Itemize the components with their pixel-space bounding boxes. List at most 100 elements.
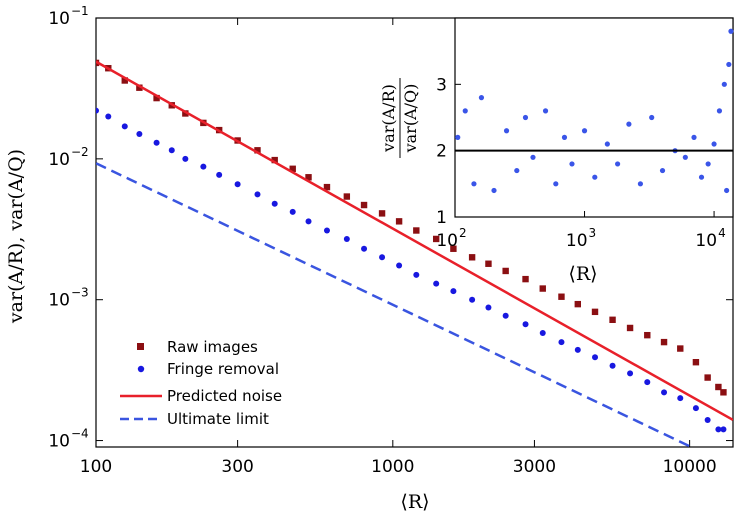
inset-ratio-point (626, 121, 632, 127)
raw-images-point (413, 227, 420, 234)
legend-marker-fringe-removal (137, 365, 145, 373)
fringe-removal-point (121, 123, 128, 130)
fringe-removal-point (271, 200, 278, 207)
inset-y-tick-label: 1 (436, 208, 447, 228)
legend-label-raw-images: Raw images (167, 338, 258, 356)
main-y-tick-exponent: −4 (71, 427, 89, 441)
raw-images-point (271, 156, 278, 164)
inset-x-tick-label: 10 (695, 231, 717, 251)
fringe-removal-point (168, 147, 175, 154)
fringe-removal-point (469, 296, 476, 303)
fringe-removal-point (704, 416, 711, 423)
fringe-removal-point (254, 191, 261, 198)
inset-ratio-point (455, 134, 461, 140)
raw-images-point (626, 324, 634, 332)
inset-ratio-point (728, 28, 734, 34)
fringe-removal-point (502, 312, 509, 319)
legend-label-fringe-removal: Fringe removal (167, 360, 279, 378)
raw-images-point (644, 331, 651, 339)
fringe-removal-point (305, 218, 312, 225)
fringe-removal-point (182, 155, 189, 162)
fringe-removal-point (216, 171, 223, 178)
raw-images-point (289, 165, 296, 172)
fringe-removal-point (396, 262, 403, 269)
inset-ratio-point (705, 161, 711, 167)
fringe-removal-point (234, 181, 241, 188)
inset-y-label-numerator: var(A/R) (379, 84, 398, 153)
raw-images-point (558, 293, 565, 300)
fringe-removal-point (720, 426, 727, 433)
raw-images-point (182, 110, 189, 117)
fringe-removal-point (136, 131, 143, 138)
raw-images-point (153, 94, 160, 102)
raw-images-point (704, 374, 711, 381)
legend-label-predicted-noise: Predicted noise (167, 387, 282, 405)
main-y-tick-exponent: −3 (71, 286, 89, 300)
fringe-removal-point (677, 395, 684, 402)
main-y-tick-label: 10 (48, 150, 70, 170)
fringe-removal-point (644, 379, 651, 386)
inset-x-axis-label: ⟨R⟩ (568, 263, 597, 285)
fringe-removal-point (627, 370, 634, 377)
inset-ratio-point (615, 161, 621, 167)
inset-ratio-point (724, 187, 730, 194)
fringe-removal-point (361, 245, 368, 252)
main-y-tick-label: 10 (48, 432, 70, 452)
raw-images-point (395, 218, 403, 225)
main-x-tick-label: 300 (221, 457, 253, 477)
main-y-tick-exponent: −2 (71, 145, 89, 159)
raw-images-point (692, 358, 700, 366)
fringe-removal-point (289, 208, 296, 215)
inset-ratio-point (711, 141, 717, 147)
fringe-removal-point (592, 354, 599, 361)
fringe-removal-point (413, 271, 420, 278)
fringe-removal-point (522, 321, 529, 328)
raw-images-point (485, 260, 492, 267)
inset-ratio-point (514, 167, 520, 174)
fringe-removal-point (200, 163, 207, 170)
main-x-axis-label: ⟨R⟩ (400, 491, 429, 513)
raw-images-point (254, 147, 261, 154)
raw-images-point (121, 77, 128, 84)
fringe-removal-point (153, 139, 160, 146)
main-y-axis-label: var(A/R), var(A/Q) (5, 149, 27, 324)
inset-ratio-point (569, 161, 575, 167)
main-x-tick-label: 1000 (371, 457, 414, 477)
inset-y-tick-label: 3 (436, 75, 447, 95)
raw-images-point (715, 383, 722, 391)
inset-ratio-point (478, 95, 485, 101)
main-plot-frame (95, 17, 734, 448)
fringe-removal-point (379, 254, 386, 261)
inset-ratio-point (726, 61, 732, 68)
predicted-noise-line (96, 60, 733, 422)
raw-images-point (323, 183, 331, 191)
inset-ratio-point (604, 141, 610, 147)
fringe-removal-point (661, 389, 668, 396)
legend-label-ultimate-limit: Ultimate limit (167, 410, 269, 428)
inset-ratio-point (592, 174, 598, 180)
fringe-removal-point (96, 107, 99, 114)
fringe-removal-point (343, 235, 350, 242)
main-y-tick-label: 10 (48, 291, 70, 311)
main-x-tick-label: 3000 (513, 457, 556, 477)
inset-y-axis-label: var(A/R) var(A/Q) (379, 78, 420, 158)
ultimate-limit-line (96, 162, 695, 447)
raw-images-point (609, 316, 616, 323)
main-y-tick-exponent: −1 (71, 4, 89, 18)
fringe-removal-point (715, 426, 722, 433)
inset-ratio-point (462, 108, 468, 114)
inset-y-tick-label: 2 (436, 142, 447, 162)
inset-ratio-point (698, 174, 705, 180)
inset-ratio-point (471, 181, 477, 187)
raw-images-point (660, 338, 668, 346)
inset-ratio-point (522, 114, 529, 121)
inset-ratio-point (553, 181, 559, 187)
fringe-removal-point (323, 227, 330, 234)
inset-ratio-point (542, 108, 549, 114)
fringe-removal-point (105, 113, 112, 120)
main-x-tick-label: 100 (80, 457, 112, 477)
fringe-removal-point (558, 339, 565, 346)
